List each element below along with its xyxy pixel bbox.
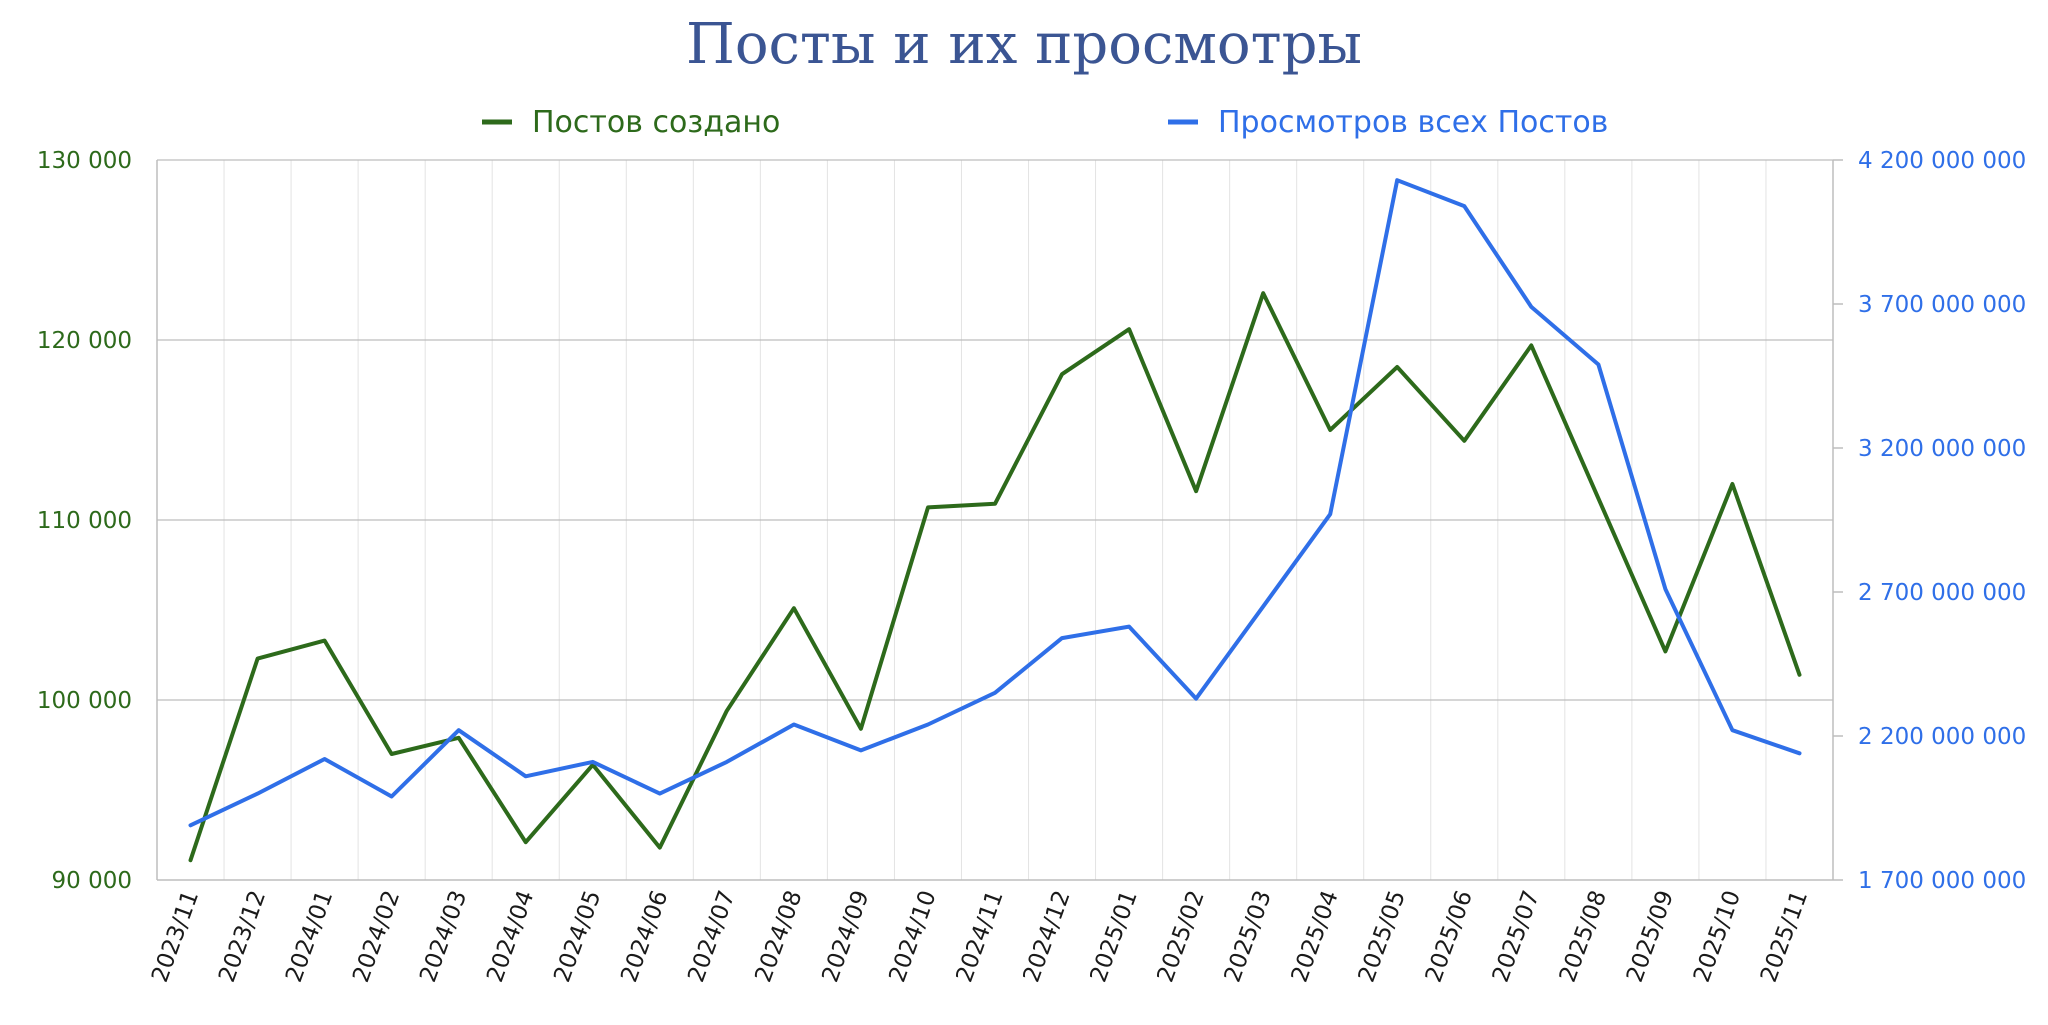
x-tick-label: 2024/03 (415, 887, 472, 986)
right-tick-label: 4 200 000 000 (1858, 148, 2026, 174)
right-tick-label: 2 700 000 000 (1858, 580, 2026, 606)
x-tick-label: 2024/06 (616, 887, 673, 986)
legend-label-views: Просмотров всех Постов (1218, 105, 1608, 140)
x-tick-label: 2025/05 (1354, 887, 1411, 986)
x-tick-label: 2023/11 (147, 887, 204, 986)
x-tick-label: 2025/04 (1287, 887, 1344, 986)
left-tick-label: 110 000 (37, 508, 132, 534)
x-tick-label: 2024/11 (952, 887, 1009, 986)
x-tick-label: 2025/09 (1622, 887, 1679, 986)
x-tick-label: 2025/07 (1488, 887, 1545, 986)
series-views (188, 178, 1802, 828)
x-tick-label: 2024/09 (817, 887, 874, 986)
x-tick-label: 2025/01 (1086, 887, 1143, 986)
right-tick-label: 1 700 000 000 (1858, 868, 2026, 894)
left-tick-label: 90 000 (52, 868, 132, 894)
left-tick-label: 130 000 (37, 148, 132, 174)
x-tick-label: 2025/11 (1756, 887, 1813, 986)
x-tick-label: 2024/07 (683, 887, 740, 986)
x-tick-label: 2024/01 (281, 887, 338, 986)
x-tick-label: 2024/04 (482, 887, 539, 986)
x-tick-label: 2025/10 (1689, 887, 1746, 986)
x-axis-ticks: 2023/11 2023/12 2024/01 2024/02 2024/03 2024/… (147, 887, 1813, 986)
right-axis-ticks: 1 700 000 000 2 200 000 000 2 700 000 000 3… (1858, 148, 2026, 894)
x-tick-label: 2024/12 (1019, 887, 1076, 986)
right-tick-label: 3 200 000 000 (1858, 436, 2026, 462)
grid (157, 159, 1833, 880)
left-axis-ticks: 90 000 100 000 110 000 120 000 130 000 (37, 148, 132, 894)
series-layer (188, 178, 1802, 863)
x-tick-label: 2023/12 (214, 887, 271, 986)
x-tick-label: 2024/10 (884, 887, 941, 986)
chart-title: Посты и их просмотры (686, 12, 1362, 77)
right-tick-label: 2 200 000 000 (1858, 724, 2026, 750)
series-line (188, 291, 1802, 863)
x-tick-label: 2025/06 (1421, 887, 1478, 986)
series-posts (188, 291, 1802, 863)
x-tick-label: 2025/02 (1153, 887, 1210, 986)
left-tick-label: 120 000 (37, 328, 132, 354)
x-tick-label: 2024/08 (750, 887, 807, 986)
legend: Постов создано Просмотров всех Постов (482, 105, 1608, 140)
right-tick-label: 3 700 000 000 (1858, 292, 2026, 318)
axes (156, 159, 1843, 881)
x-tick-label: 2024/05 (549, 887, 606, 986)
x-tick-label: 2024/02 (348, 887, 405, 986)
x-tick-label: 2025/08 (1555, 887, 1612, 986)
legend-label-posts: Постов создано (532, 105, 780, 140)
left-tick-label: 100 000 (37, 688, 132, 714)
x-tick-label: 2025/03 (1220, 887, 1277, 986)
